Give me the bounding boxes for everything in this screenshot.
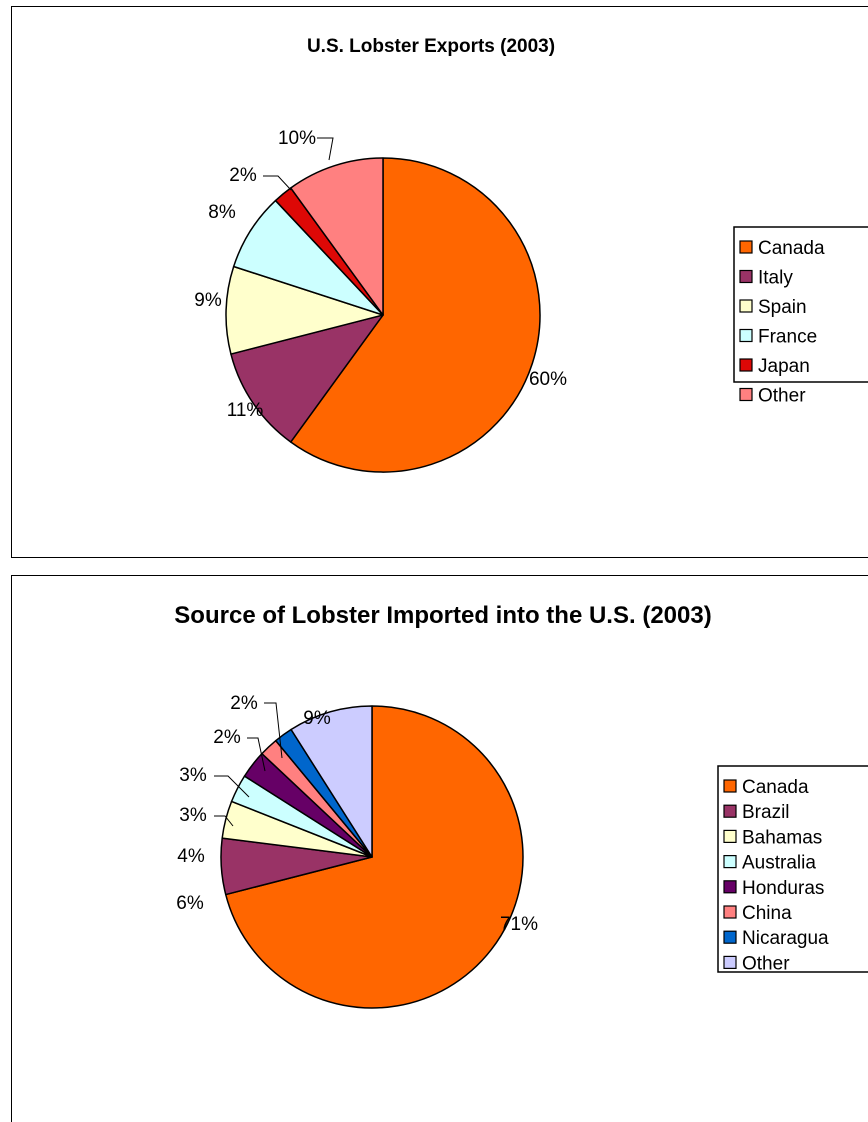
- export-data-label-japan: 2%: [229, 165, 257, 186]
- import-leader-line-australia: [214, 815, 234, 827]
- import-pie-slice-canada: [224, 705, 524, 1009]
- import-data-label-brazil: 6%: [176, 893, 204, 914]
- export-data-label-other: 10%: [278, 128, 316, 149]
- import-pie-slice-other: [290, 705, 373, 858]
- import-legend-swatch-brazil: [723, 804, 737, 818]
- export-legend-label-canada: Canada: [758, 238, 825, 259]
- export-pie-slice-spain: [225, 265, 384, 355]
- export-data-label-canada: 60%: [529, 369, 567, 390]
- import-legend-label-brazil: Brazil: [742, 802, 790, 823]
- export-legend-swatch-japan: [739, 358, 753, 372]
- import-legend-swatch-nicaragua: [723, 930, 737, 944]
- chart-title-imports: Source of Lobster Imported into the U.S.…: [174, 602, 711, 629]
- import-leader-line-nicaragua: [264, 702, 283, 759]
- export-data-label-france: 8%: [208, 202, 236, 223]
- import-legend-swatch-australia: [723, 854, 737, 869]
- export-pie-slice-canada: [289, 157, 541, 473]
- export-legend-label-spain: Spain: [758, 297, 807, 318]
- chart-title-exports: U.S. Lobster Exports (2003): [307, 36, 555, 57]
- export-legend-swatch-italy: [739, 269, 753, 284]
- import-legend-label-australia: Australia: [742, 853, 816, 874]
- export-leader-line-japan: [263, 175, 292, 191]
- import-data-label-china: 2%: [213, 727, 241, 748]
- import-data-label-honduras: 3%: [179, 765, 207, 786]
- import-legend-label-china: China: [742, 903, 792, 924]
- import-data-label-bahamas: 4%: [177, 846, 205, 867]
- export-data-label-italy: 11%: [227, 400, 264, 421]
- import-data-label-canada: 71%: [500, 914, 538, 935]
- export-legend-label-france: France: [758, 327, 817, 348]
- export-legend-label-other: Other: [758, 386, 806, 407]
- import-legend-swatch-china: [723, 905, 737, 919]
- import-legend-swatch-canada: [723, 779, 737, 793]
- import-legend-label-nicaragua: Nicaragua: [742, 928, 829, 949]
- import-legend-label-other: Other: [742, 953, 790, 974]
- import-legend-box: [717, 765, 868, 973]
- import-data-label-other: 9%: [303, 708, 331, 729]
- import-legend-label-canada: Canada: [742, 777, 809, 798]
- export-legend-label-japan: Japan: [758, 356, 810, 377]
- export-data-label-spain: 9%: [194, 290, 222, 311]
- import-legend-swatch-other: [723, 955, 737, 970]
- export-legend-swatch-spain: [739, 299, 753, 313]
- export-legend-box: [733, 226, 868, 383]
- import-legend-swatch-honduras: [723, 880, 737, 894]
- import-legend-swatch-bahamas: [723, 829, 737, 844]
- export-leader-line-other: [317, 137, 334, 161]
- import-legend-label-bahamas: Bahamas: [742, 827, 822, 848]
- export-legend-swatch-other: [739, 387, 753, 402]
- export-legend-swatch-canada: [739, 240, 753, 254]
- import-data-label-australia: 3%: [179, 805, 207, 826]
- import-data-label-nicaragua: 2%: [230, 693, 258, 714]
- export-legend-label-italy: Italy: [758, 268, 793, 289]
- export-pie-slice-other: [289, 157, 384, 316]
- import-leader-line-honduras: [214, 775, 250, 798]
- export-legend-swatch-france: [739, 328, 753, 343]
- export-pie-slice-italy: [230, 314, 384, 443]
- import-leader-line-china: [247, 737, 266, 772]
- import-legend-label-honduras: Honduras: [742, 878, 824, 899]
